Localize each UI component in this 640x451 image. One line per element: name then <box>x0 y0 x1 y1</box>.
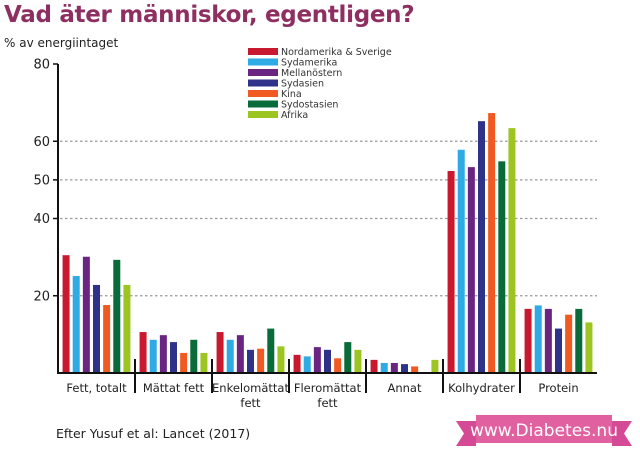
x-category-label-line: fett <box>240 396 261 410</box>
bar <box>585 322 593 373</box>
bar <box>170 342 177 373</box>
bar <box>565 314 573 373</box>
bar <box>236 335 244 373</box>
x-category-label: Annat <box>387 381 421 395</box>
bar <box>257 348 265 373</box>
bar <box>478 121 485 373</box>
bar <box>401 364 408 373</box>
bar <box>180 352 188 373</box>
bar <box>575 308 583 373</box>
bar <box>277 346 285 373</box>
logo-ribbon-right <box>612 421 632 446</box>
bar <box>390 362 398 373</box>
x-category-label: Fett, totalt <box>66 381 127 395</box>
bar <box>200 352 208 373</box>
bar <box>216 332 224 373</box>
x-category-label-line: Fett, totalt <box>66 381 127 395</box>
bar <box>324 349 331 373</box>
bar <box>190 339 198 373</box>
legend-swatch <box>248 58 278 66</box>
bar <box>370 359 378 373</box>
x-category-label-line: Kolhydrater <box>448 381 515 395</box>
chart-title: Vad äter människor, egentligen? <box>4 2 415 28</box>
bar <box>159 335 167 373</box>
bar <box>313 347 321 373</box>
x-category-label: Mättat fett <box>143 381 205 395</box>
logo-text: www.Diabetes.nu <box>470 421 618 441</box>
x-category-label: Enkelomättat fett <box>212 381 289 410</box>
x-category-label: Fleromättat fett <box>294 381 362 410</box>
legend-label: Afrika <box>281 110 308 121</box>
bar <box>534 305 542 373</box>
bar <box>524 308 532 373</box>
bar <box>139 332 147 373</box>
bar <box>544 308 552 373</box>
logo-banner <box>476 415 612 443</box>
bar <box>488 113 496 374</box>
bar <box>354 349 362 373</box>
bar <box>72 276 80 373</box>
x-category-label: Kolhydrater <box>448 381 515 395</box>
legend-swatch <box>248 79 278 87</box>
legend-swatch <box>248 69 278 76</box>
logo-ribbon-left <box>456 421 476 446</box>
x-category-label-line: Enkelomättat <box>212 381 289 395</box>
bar <box>334 358 342 373</box>
x-category-label-line: Protein <box>538 381 578 395</box>
y-tick-label: 20 <box>33 289 50 304</box>
y-tick-label: 60 <box>33 135 50 150</box>
legend-swatch <box>248 100 278 108</box>
bar <box>457 149 465 373</box>
bar <box>247 349 254 373</box>
legend-swatch <box>248 48 278 55</box>
bar <box>411 366 419 373</box>
legend-label: Sydasien <box>281 79 324 90</box>
bar <box>267 328 275 373</box>
y-tick-label: 40 <box>33 212 50 227</box>
legend-label: Sydostasien <box>281 100 338 111</box>
y-axis-label: % av energiintaget <box>4 36 119 50</box>
x-category-label-line: fett <box>317 396 338 410</box>
bar <box>103 305 111 373</box>
bar <box>123 284 131 373</box>
bar <box>293 354 301 373</box>
y-tick-label: 50 <box>33 173 50 188</box>
legend-label: Nordamerika & Sverige <box>281 47 392 58</box>
x-category-label-line: Mättat fett <box>143 381 205 395</box>
legend-swatch <box>248 90 278 97</box>
x-category-label: Protein <box>538 381 578 395</box>
bar <box>62 255 70 373</box>
legend-swatch <box>248 111 278 118</box>
y-tick-label: 80 <box>33 58 50 73</box>
bar <box>431 359 439 373</box>
x-category-label-line: Annat <box>387 381 421 395</box>
bar <box>555 328 562 373</box>
x-category-label-line: Fleromättat <box>294 381 362 395</box>
bar <box>467 167 475 373</box>
bar <box>226 339 234 373</box>
legend-label: Kina <box>281 89 302 100</box>
bar <box>498 161 506 373</box>
bar <box>344 342 352 373</box>
bar <box>303 356 311 373</box>
bar <box>149 339 157 373</box>
bar <box>113 259 121 373</box>
bar <box>447 170 455 373</box>
source-citation: Efter Yusuf et al: Lancet (2017) <box>56 426 251 441</box>
bar <box>380 362 388 373</box>
legend-label: Sydamerika <box>281 58 337 69</box>
bar <box>93 284 100 373</box>
bar <box>82 256 90 373</box>
bar <box>508 128 516 373</box>
legend-label: Mellanöstern <box>281 68 342 79</box>
